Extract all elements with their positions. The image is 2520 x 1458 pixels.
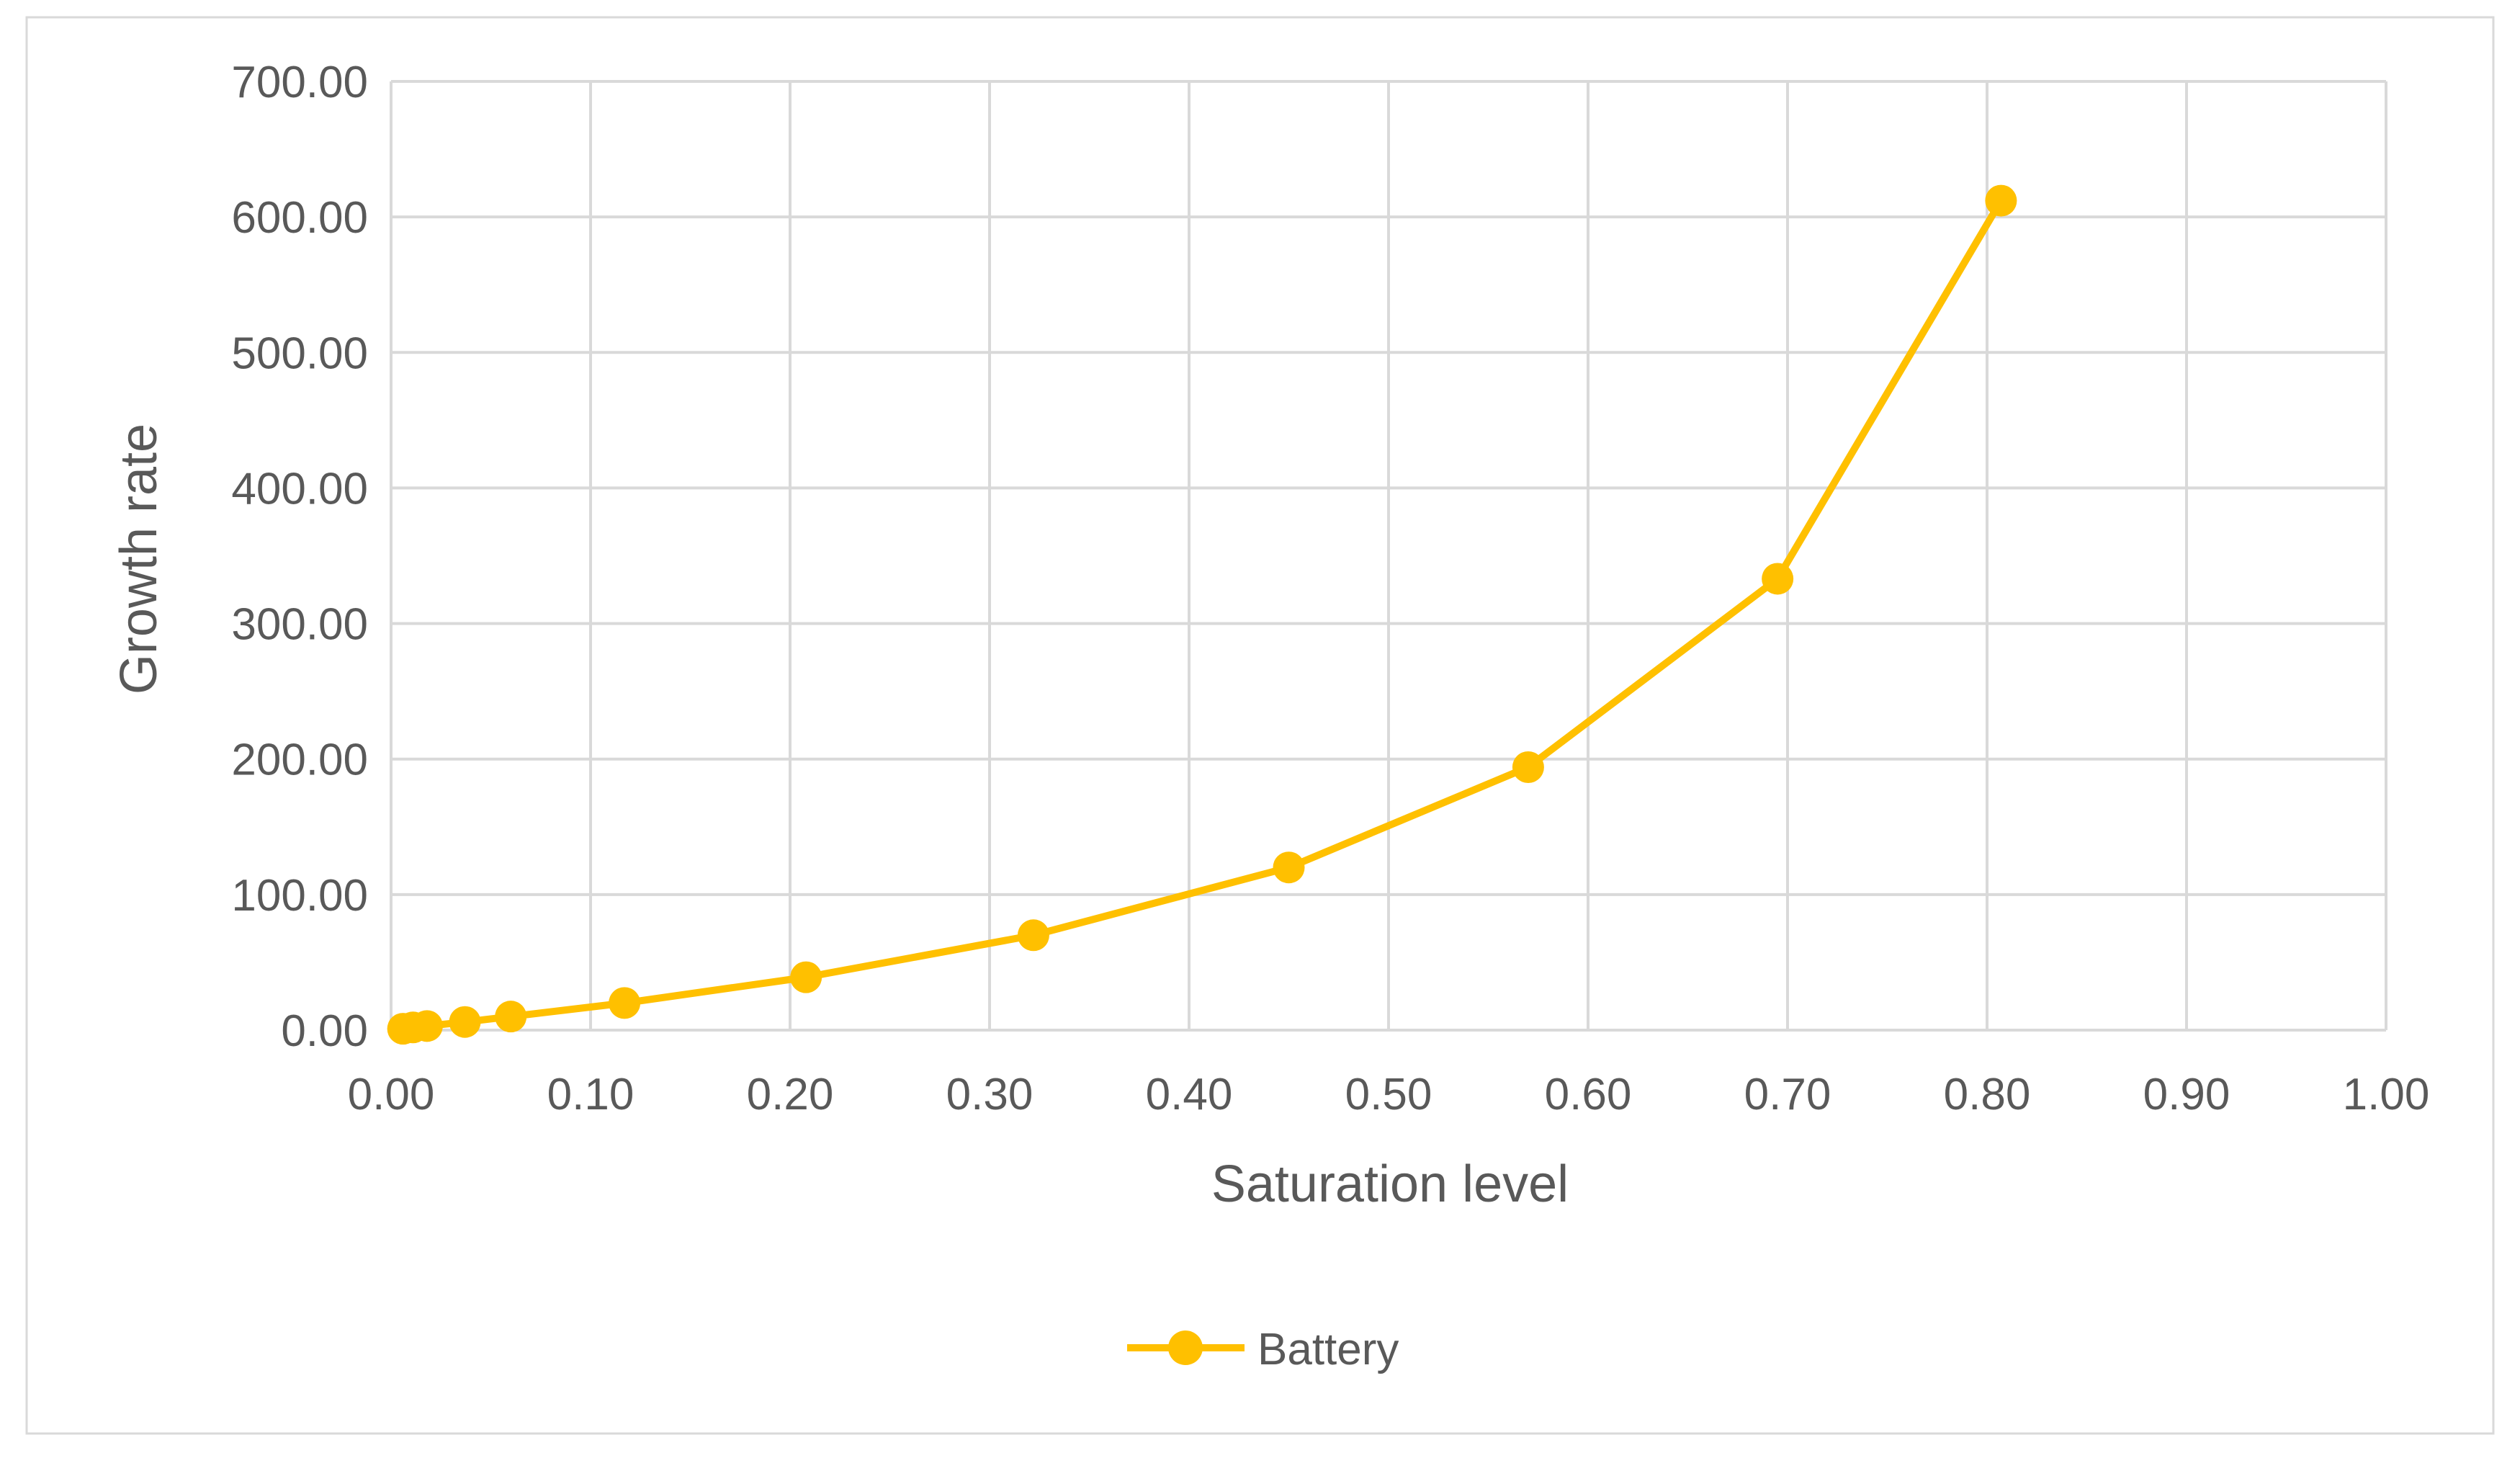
y-axis-tick-labels: 0.00 100.00 200.00 300.00 400.00 500.00 600.00… bbox=[231, 58, 368, 1056]
y-tick-label: 500.00 bbox=[231, 328, 368, 378]
data-point bbox=[1273, 851, 1305, 884]
x-tick-label: 1.00 bbox=[2343, 1070, 2430, 1119]
x-axis-tick-labels: 0.00 0.10 0.20 0.30 0.40 0.50 0.60 0.70 0.80 0.90… bbox=[348, 1070, 2430, 1119]
x-tick-label: 0.70 bbox=[1744, 1070, 1831, 1119]
legend-label: Battery bbox=[1257, 1325, 1399, 1374]
y-tick-label: 100.00 bbox=[231, 871, 368, 921]
grid bbox=[390, 80, 2387, 1032]
data-point bbox=[609, 987, 641, 1019]
data-point bbox=[1985, 184, 2017, 217]
data-point bbox=[449, 1006, 481, 1038]
data-point bbox=[495, 1001, 527, 1033]
series-layer bbox=[387, 184, 2017, 1045]
x-tick-label: 0.80 bbox=[1944, 1070, 2031, 1119]
data-point bbox=[1017, 919, 1049, 952]
y-tick-label: 400.00 bbox=[231, 464, 368, 514]
y-tick-label: 700.00 bbox=[231, 58, 368, 107]
data-point bbox=[790, 961, 822, 993]
x-tick-label: 0.30 bbox=[946, 1070, 1033, 1119]
legend: Battery bbox=[1127, 1325, 1399, 1374]
data-point bbox=[411, 1010, 443, 1042]
x-axis-label: Saturation level bbox=[1211, 1155, 1569, 1213]
y-tick-label: 300.00 bbox=[231, 600, 368, 650]
chart-frame bbox=[25, 16, 2495, 1435]
x-tick-label: 0.00 bbox=[348, 1070, 435, 1119]
x-tick-label: 0.40 bbox=[1146, 1070, 1233, 1119]
y-tick-label: 600.00 bbox=[231, 193, 368, 243]
x-tick-label: 0.60 bbox=[1545, 1070, 1632, 1119]
legend-marker-icon bbox=[1168, 1330, 1203, 1365]
y-tick-label: 0.00 bbox=[281, 1006, 368, 1056]
x-tick-label: 0.50 bbox=[1345, 1070, 1432, 1119]
data-point bbox=[1512, 751, 1544, 784]
y-tick-label: 200.00 bbox=[231, 735, 368, 785]
x-tick-label: 0.10 bbox=[547, 1070, 635, 1119]
y-axis-label: Growth rate bbox=[110, 424, 168, 694]
data-point bbox=[1762, 563, 1794, 595]
x-tick-label: 0.90 bbox=[2143, 1070, 2230, 1119]
x-tick-label: 0.20 bbox=[747, 1070, 834, 1119]
